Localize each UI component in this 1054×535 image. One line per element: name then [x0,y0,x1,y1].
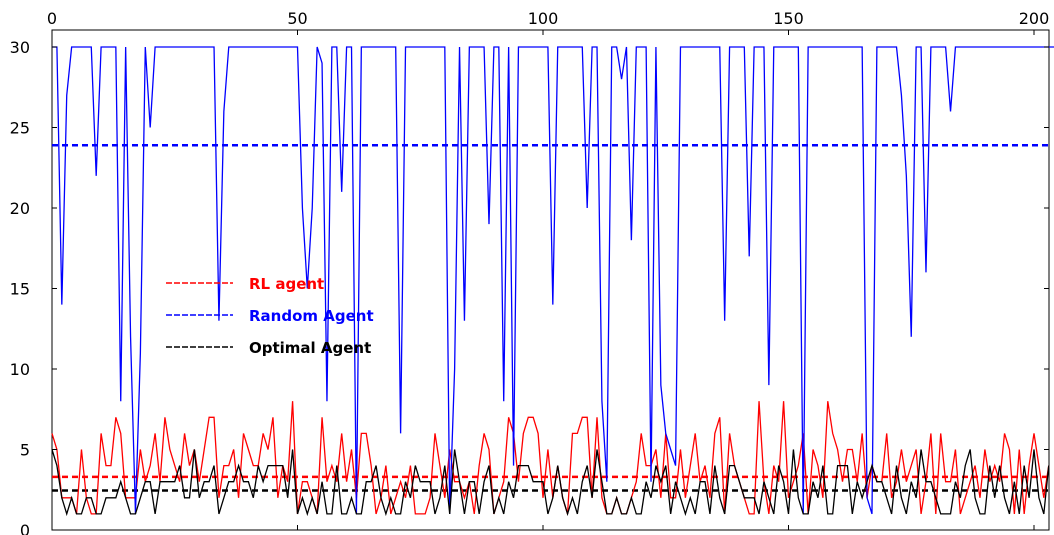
legend-label-rl-agent: RL agent [249,275,324,293]
y-tick-label: 15 [10,280,30,299]
y-tick-label: 10 [10,360,30,379]
y-tick-label: 20 [10,199,30,218]
axis-ticks: 0 50 100 150 200 0 5 10 15 20 25 30 [10,9,1050,535]
plot-frame [51,29,1050,531]
series-line-optimal-agent [51,449,1050,517]
x-tick-label: 200 [1019,9,1050,28]
x-tick-label: 150 [773,9,804,28]
y-tick-label: 25 [10,119,30,138]
y-tick-label: 0 [20,521,30,535]
legend-label-optimal-agent: Optimal Agent [249,339,371,357]
y-tick-label: 30 [10,38,30,57]
x-tick-label: 50 [287,9,307,28]
series-lines [51,46,1054,517]
x-tick-label: 0 [47,9,57,28]
y-tick-label: 5 [20,441,30,460]
x-tick-label: 100 [528,9,559,28]
legend-label-random-agent: Random Agent [249,307,374,325]
legend: RL agent Random Agent Optimal Agent [166,275,374,357]
plot-border [51,29,1050,531]
series-line-random-agent [52,46,1054,515]
series-line-rl-agent [51,401,1050,515]
